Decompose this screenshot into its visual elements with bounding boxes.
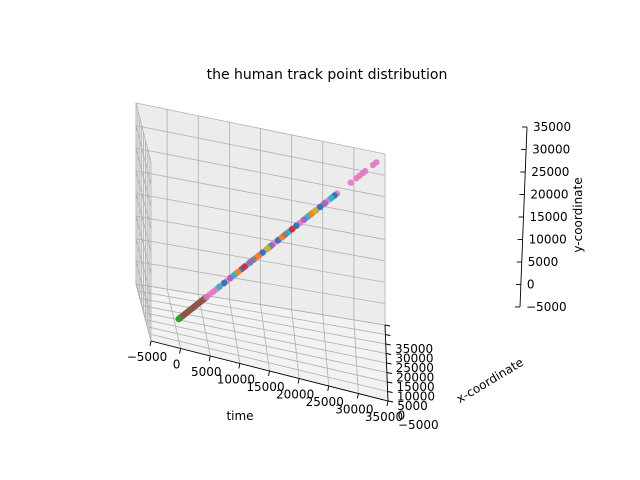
y-coordinate-tick-label: 30000 [532,143,570,157]
x-coordinate-tick-label: 15000 [397,380,435,394]
x-coordinate-tick-label: 10000 [397,390,435,404]
time-tick-mark [327,385,330,392]
x-coordinate-tick-label: 20000 [396,371,434,385]
scatter-point [328,194,335,202]
x-coordinate-tick-label: 35000 [395,342,433,356]
time-tick-mark [238,363,241,369]
floor-pane [136,284,388,401]
time-tick-mark [386,400,389,407]
time-tick-label: 10000 [217,373,255,387]
scatter-point [259,249,266,256]
gridline-x-coordinate [146,147,388,383]
scatter-point [362,168,369,175]
scatter-point [254,252,262,260]
x-coordinate-tick-mark [386,362,392,365]
time-tick-mark [268,370,270,377]
time-tick-mark [297,378,300,384]
scatter-point [250,256,257,263]
y-coordinate-tick-label: −5000 [526,300,567,314]
axis-ticks: −500005000100001500020000250003000035000… [127,120,571,432]
x-coordinate-tick-label: −5000 [398,418,439,432]
gridline-x-coordinate [137,110,386,335]
time-tick-label: 25000 [306,395,344,409]
y-coordinate-tick-label: 25000 [531,165,569,179]
x-coordinate-tick-mark [384,324,391,327]
y-coordinate-tick-label: 5000 [528,255,559,269]
scatter-point [221,279,228,287]
time-tick-label: 35000 [365,410,403,424]
scatter-point [301,216,308,223]
chart-title: the human track point distribution [207,67,448,83]
scatter-point [317,203,324,210]
axes-grid [135,102,389,402]
time-tick-label: −5000 [127,350,168,364]
time-tick-label: 20000 [276,388,314,402]
scatter-point [241,263,248,270]
x-coordinate-tick-mark [386,372,392,374]
scatter-point [282,231,289,238]
scatter-point [347,179,354,186]
x-coordinate-tick-mark [387,400,394,403]
x-coordinate-tick-mark [386,353,392,355]
time-tick-mark [208,355,211,362]
scatter-point [288,226,296,233]
scatter-point [312,207,319,214]
gridline-x-coordinate [144,139,387,373]
scatter-point [234,268,242,276]
y-coordinate-tick-label: 10000 [529,233,567,247]
x-coordinate-tick-mark [387,391,393,393]
y-coordinate-tick-label: 20000 [530,188,568,202]
x-coordinate-tick-label: 30000 [395,352,433,366]
gridline-y-coordinate [135,102,386,163]
z-axis-label: y-coordinate [571,177,585,252]
time-tick-label: 15000 [246,380,284,394]
x-coordinate-tick-label: 5000 [397,399,428,413]
time-tick-label: 5000 [191,365,222,379]
time-tick-mark [149,340,152,347]
gridline-x-coordinate [135,103,386,326]
time-tick-label: 0 [173,358,181,372]
gridline-x-coordinate [143,132,387,364]
x-coordinate-tick-mark [387,381,393,384]
scatter-point [373,159,380,166]
x-coordinate-tick-label: 0 [398,409,406,423]
scatter-point [216,283,223,291]
time-tick-mark [356,393,359,399]
scatter-point [176,315,183,322]
scatter-points [175,159,380,323]
x-coordinate-tick-mark [385,343,391,346]
x-coordinate-tick-label: 25000 [396,361,434,375]
y-coordinate-tick-label: 35000 [533,120,571,134]
y-coordinate-tick-label: 15000 [530,210,568,224]
gridline-x-coordinate [141,125,387,354]
y-coordinate-tick-label: 0 [527,278,535,292]
x-axis-label: time [226,409,253,423]
scatter-point [227,274,234,282]
x-coordinate-tick-mark [385,334,391,336]
scatter-point [264,245,271,252]
gridline-x-coordinate [139,117,386,345]
time-tick-label: 30000 [335,403,373,417]
scatter-point [293,222,300,229]
gridline-x-coordinate [148,154,388,392]
scatter-point [321,200,328,207]
time-tick-mark [179,348,182,354]
